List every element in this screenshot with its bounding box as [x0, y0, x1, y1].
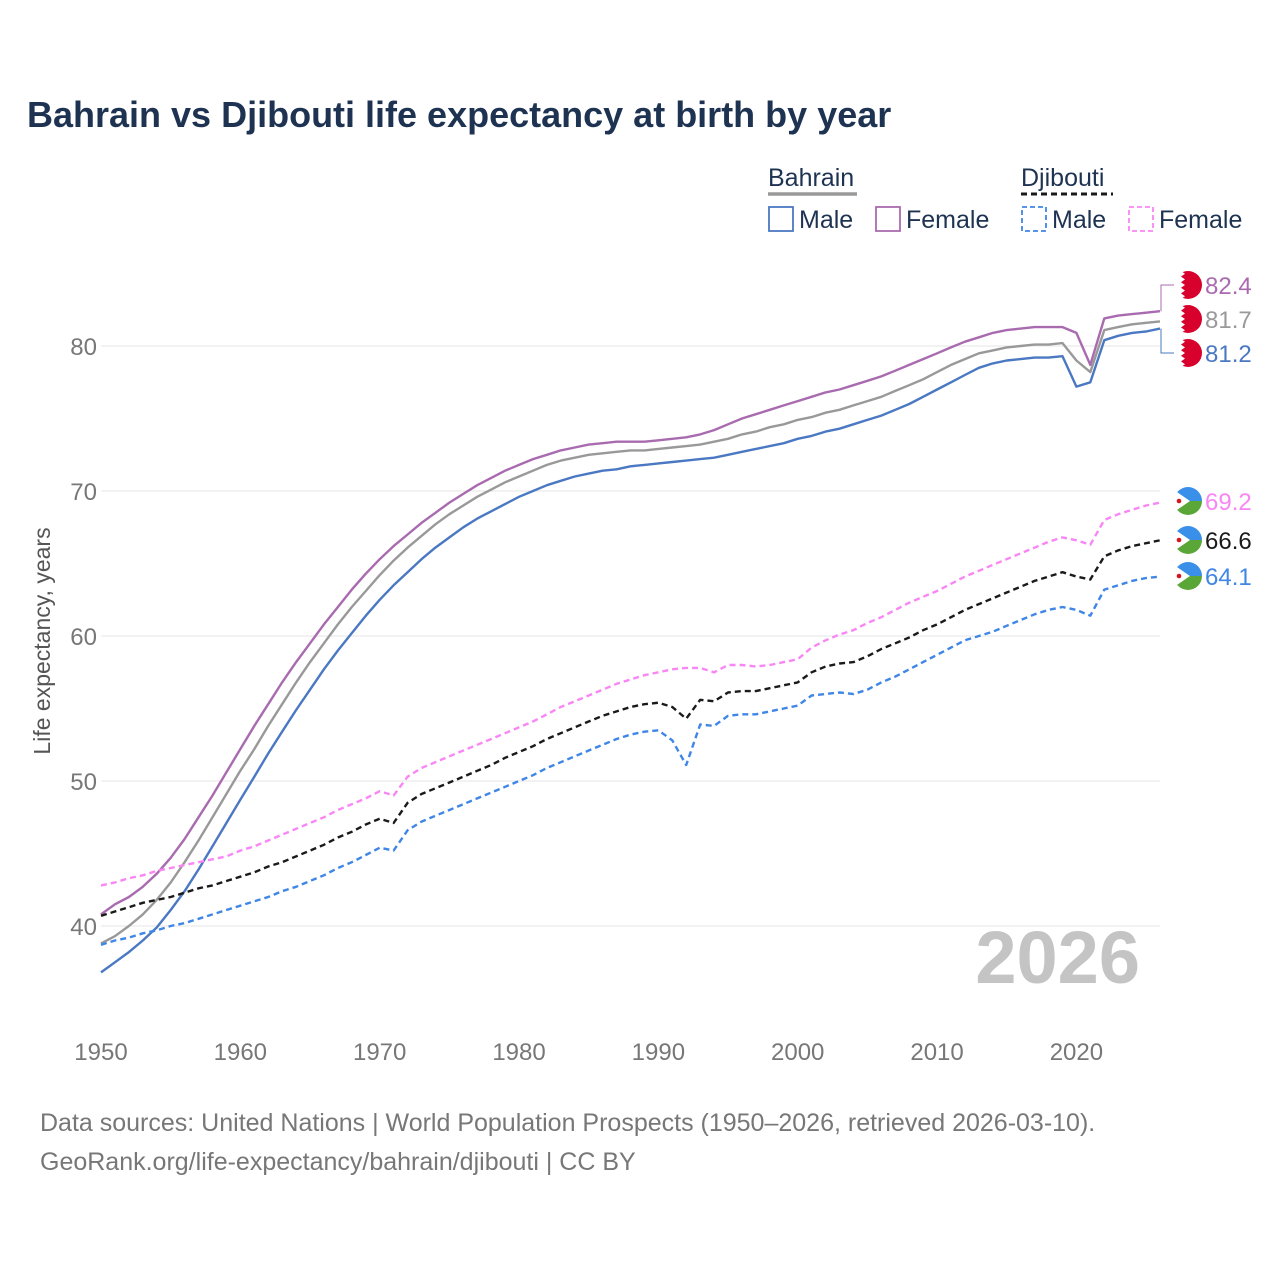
x-tick-label: 2000	[771, 1039, 824, 1066]
x-tick-label: 1980	[492, 1039, 545, 1066]
flag-icon-bahrain	[1174, 271, 1202, 299]
end-value-label: 64.1	[1205, 564, 1252, 591]
djibouti-flag-triangle	[1174, 529, 1190, 551]
legend-group-title-djibouti: Djibouti	[1021, 164, 1104, 192]
y-axis-label: Life expectancy, years	[29, 527, 55, 754]
djibouti-flag-star	[1176, 498, 1182, 504]
axis-layer: 40 50 60 70 80 1950 1960 1970 1980 1990 2000 2010 20…	[29, 334, 1103, 1066]
series-layer	[100, 310, 1161, 974]
x-tick-label: 2020	[1050, 1039, 1103, 1066]
end-value-label: 81.7	[1205, 307, 1252, 334]
x-tick-label: 1960	[214, 1039, 267, 1066]
legend-label-bahrain-male: Male	[799, 206, 853, 234]
leader-line	[1160, 328, 1174, 354]
bahrain-flag-serration	[1174, 271, 1185, 299]
x-tick-label: 2010	[910, 1039, 963, 1066]
legend-swatch-bahrain-male	[768, 206, 794, 232]
end-value-label: 82.4	[1205, 273, 1252, 300]
bahrain-flag-serration	[1174, 339, 1185, 367]
series-line-bahrain-male	[100, 327, 1161, 974]
djibouti-flag-triangle	[1174, 490, 1190, 512]
end-value-label: 66.6	[1205, 528, 1252, 555]
leader-line	[1160, 284, 1174, 312]
x-tick-label: 1970	[353, 1039, 406, 1066]
legend-label-bahrain-female: Female	[906, 206, 989, 234]
flag-icon-bahrain	[1174, 305, 1202, 333]
grid-layer	[101, 345, 1160, 927]
series-line-djibouti-female	[100, 501, 1161, 887]
legend-swatch-bahrain-female	[875, 206, 901, 232]
series-line-bahrain-female	[100, 310, 1161, 916]
legend-label-djibouti-female: Female	[1159, 206, 1242, 234]
djibouti-flag-triangle	[1174, 565, 1190, 587]
legend-label-djibouti-male: Male	[1052, 206, 1106, 234]
series-line-djibouti-male	[100, 575, 1161, 946]
footer-sources: Data sources: United Nations | World Pop…	[40, 1109, 1096, 1137]
flag-icon-bahrain	[1174, 339, 1202, 367]
x-tick-label: 1990	[632, 1039, 685, 1066]
flag-icon-djibouti	[1174, 526, 1202, 554]
flag-icon-djibouti	[1174, 487, 1202, 515]
series-line-djibouti-total	[100, 539, 1161, 917]
series-line-bahrain-total	[100, 320, 1161, 945]
legend-swatch-djibouti-male	[1021, 206, 1047, 232]
y-tick-label: 70	[70, 479, 97, 506]
djibouti-flag-star	[1176, 537, 1182, 543]
legend-swatch-djibouti-female	[1128, 206, 1154, 232]
end-value-label: 81.2	[1205, 341, 1252, 368]
footer-attribution[interactable]: GeoRank.org/life-expectancy/bahrain/djib…	[40, 1148, 636, 1176]
year-watermark: 2026	[975, 916, 1140, 999]
end-labels-layer: 82.4 81.7 81.2 69.2 66.6 64.1	[1160, 271, 1252, 591]
legend-group-title-bahrain: Bahrain	[768, 164, 854, 192]
legend: Bahrain Male Female Djibouti Male Female	[768, 164, 1242, 234]
y-tick-label: 40	[70, 914, 97, 941]
x-tick-label: 1950	[74, 1039, 127, 1066]
y-tick-label: 60	[70, 624, 97, 651]
footer: Data sources: United Nations | World Pop…	[40, 1104, 1095, 1182]
djibouti-flag-star	[1176, 573, 1182, 579]
chart-title: Bahrain vs Djibouti life expectancy at b…	[27, 94, 892, 135]
end-value-label: 69.2	[1205, 489, 1252, 516]
bahrain-flag-serration	[1174, 305, 1185, 333]
y-tick-label: 50	[70, 769, 97, 796]
y-tick-label: 80	[70, 334, 97, 361]
flag-icon-djibouti	[1174, 562, 1202, 590]
